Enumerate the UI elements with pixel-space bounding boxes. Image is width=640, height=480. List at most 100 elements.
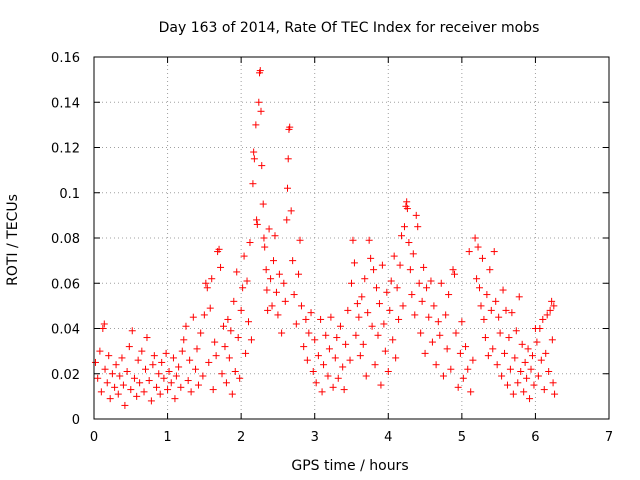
data-point (259, 200, 267, 208)
data-point (217, 263, 225, 271)
data-point (91, 358, 99, 366)
data-point (296, 236, 304, 244)
data-point (167, 379, 175, 387)
x-tick-label: 6 (531, 430, 539, 445)
data-point (549, 379, 557, 387)
grid (94, 57, 609, 419)
data-point (447, 365, 455, 373)
data-point (320, 361, 328, 369)
data-point (283, 216, 291, 224)
data-point (434, 318, 442, 326)
data-point (164, 386, 172, 394)
data-point (221, 343, 229, 351)
data-point (150, 352, 158, 360)
data-point (128, 327, 136, 335)
data-point (119, 381, 127, 389)
data-point (237, 306, 245, 314)
data-point (103, 379, 111, 387)
data-point (398, 232, 406, 240)
data-point (425, 313, 433, 321)
data-point (99, 325, 107, 332)
data-point (149, 361, 157, 369)
data-point (515, 293, 523, 301)
data-point (255, 98, 263, 106)
data-point (514, 379, 522, 387)
data-point (474, 243, 482, 251)
data-point (546, 306, 554, 314)
data-point (165, 367, 173, 375)
data-point (449, 266, 457, 274)
data-point (503, 381, 511, 389)
data-point (160, 374, 168, 382)
data-point (123, 367, 131, 375)
data-point (492, 297, 500, 305)
data-point (130, 374, 138, 382)
data-point (250, 148, 258, 156)
data-point (368, 322, 376, 330)
data-point (480, 315, 488, 323)
data-point (158, 358, 166, 366)
data-point (396, 261, 404, 269)
data-point (512, 327, 520, 335)
data-point (246, 239, 254, 247)
data-point (454, 383, 462, 391)
data-point (197, 329, 205, 337)
data-point (258, 162, 266, 170)
x-axis-label: GPS time / hours (291, 458, 408, 474)
data-point (303, 356, 311, 364)
data-point (340, 386, 348, 394)
data-point (252, 121, 260, 129)
data-point (138, 347, 146, 355)
data-point (333, 334, 341, 342)
data-point (505, 334, 513, 342)
data-point (125, 343, 133, 351)
data-point (428, 338, 436, 346)
data-point (136, 379, 144, 387)
data-point (358, 293, 366, 301)
data-point (392, 354, 400, 362)
data-point (121, 401, 129, 409)
data-point (283, 184, 291, 192)
data-point (289, 257, 297, 265)
data-point (118, 354, 126, 362)
data-point (495, 313, 503, 321)
data-point (208, 275, 216, 283)
x-tick-label: 7 (605, 430, 613, 445)
data-point (536, 325, 544, 332)
data-point (236, 374, 244, 382)
data-point (551, 390, 559, 398)
data-point (278, 329, 286, 337)
data-point (245, 318, 252, 326)
data-point (280, 279, 288, 287)
data-point (511, 354, 519, 362)
data-point (412, 211, 420, 219)
data-point (284, 155, 292, 163)
data-point (140, 388, 148, 396)
data-point (331, 354, 339, 362)
data-point (249, 180, 257, 188)
data-point (542, 349, 550, 357)
data-point (295, 270, 303, 278)
data-point (456, 349, 464, 357)
data-point (528, 352, 536, 360)
data-point (353, 300, 361, 308)
data-point (209, 386, 217, 394)
data-point (97, 388, 105, 396)
data-point (375, 300, 383, 308)
data-point (493, 361, 501, 369)
data-point (418, 297, 426, 305)
data-point (464, 365, 472, 373)
data-point (186, 356, 194, 364)
data-point (169, 354, 177, 362)
data-point (187, 388, 195, 396)
data-point (300, 343, 308, 351)
x-tick-label: 0 (90, 430, 98, 445)
data-point (432, 361, 440, 369)
data-point (527, 365, 535, 373)
data-point (386, 306, 394, 314)
data-point (362, 372, 370, 380)
data-point (344, 306, 352, 314)
data-point (550, 302, 558, 310)
data-point (371, 361, 379, 369)
data-point (133, 392, 141, 400)
